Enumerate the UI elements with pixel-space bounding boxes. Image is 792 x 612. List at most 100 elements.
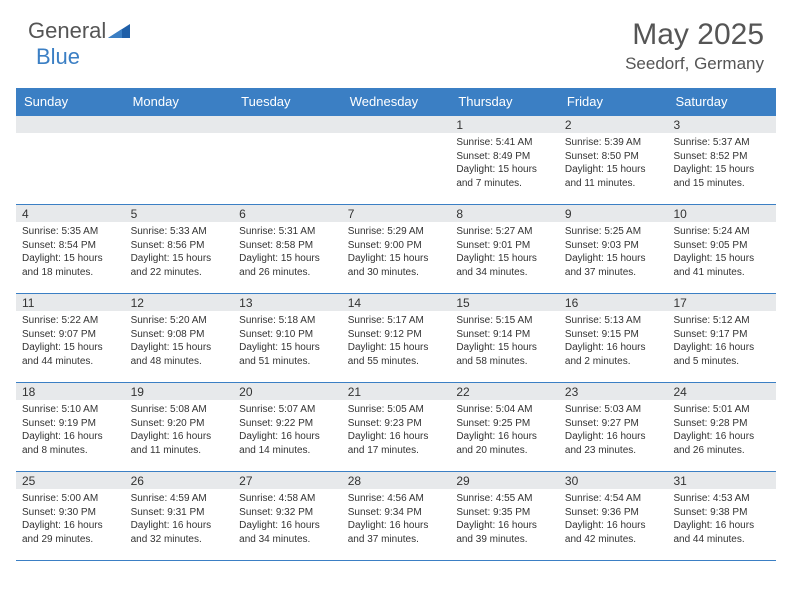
daylight-text: Daylight: 16 hours and 29 minutes. <box>22 519 119 546</box>
daylight-text: Daylight: 16 hours and 17 minutes. <box>348 430 445 457</box>
daylight-text: Daylight: 15 hours and 18 minutes. <box>22 252 119 279</box>
day-cell: 30Sunrise: 4:54 AMSunset: 9:36 PMDayligh… <box>559 472 668 560</box>
day-details <box>125 133 234 140</box>
sunset-text: Sunset: 9:19 PM <box>22 417 119 431</box>
day-cell: 29 Sunrise: 4:55 AMSunset: 9:35 PMDayligh… <box>450 472 559 560</box>
sunrise-text: Sunrise: 5:12 AM <box>673 314 770 328</box>
daylight-text: Daylight: 15 hours and 58 minutes. <box>456 341 553 368</box>
day-cell: 28Sunrise: 4:56 AMSunset: 9:34 PMDayligh… <box>342 472 451 560</box>
day-details: Sunrise: 4:56 AMSunset: 9:34 PMDaylight:… <box>342 489 451 550</box>
day-number: 23 <box>559 383 668 400</box>
day-cell: 14Sunrise: 5:17 AMSunset: 9:12 PMDayligh… <box>342 294 451 382</box>
calendar: SundayMondayTuesdayWednesdayThursdayFrid… <box>16 88 776 561</box>
day-cell: 11Sunrise: 5:22 AMSunset: 9:07 PMDayligh… <box>16 294 125 382</box>
sunset-text: Sunset: 9:08 PM <box>131 328 228 342</box>
day-number: 16 <box>559 294 668 311</box>
day-details: Sunrise: 5:33 AMSunset: 8:56 PMDaylight:… <box>125 222 234 283</box>
daylight-text: Daylight: 16 hours and 39 minutes. <box>456 519 553 546</box>
day-cell: 26Sunrise: 4:59 AMSunset: 9:31 PMDayligh… <box>125 472 234 560</box>
day-cell: 21Sunrise: 5:05 AMSunset: 9:23 PMDayligh… <box>342 383 451 471</box>
sunrise-text: Sunrise: 5:24 AM <box>673 225 770 239</box>
sunset-text: Sunset: 9:31 PM <box>131 506 228 520</box>
day-cell: 16Sunrise: 5:13 AMSunset: 9:15 PMDayligh… <box>559 294 668 382</box>
sunrise-text: Sunrise: 5:15 AM <box>456 314 553 328</box>
day-details: Sunrise: 5:25 AMSunset: 9:03 PMDaylight:… <box>559 222 668 283</box>
day-number: 19 <box>125 383 234 400</box>
sunset-text: Sunset: 9:38 PM <box>673 506 770 520</box>
sunrise-text: Sunrise: 5:27 AM <box>456 225 553 239</box>
location-label: Seedorf, Germany <box>625 54 764 74</box>
day-number: 24 <box>667 383 776 400</box>
day-header: Sunday <box>16 88 125 115</box>
sunrise-text: Sunrise: 5:13 AM <box>565 314 662 328</box>
day-cell <box>342 116 451 204</box>
daylight-text: Daylight: 15 hours and 37 minutes. <box>565 252 662 279</box>
daylight-text: Daylight: 15 hours and 41 minutes. <box>673 252 770 279</box>
day-cell: 2Sunrise: 5:39 AMSunset: 8:50 PMDaylight… <box>559 116 668 204</box>
day-number: 26 <box>125 472 234 489</box>
daylight-text: Daylight: 15 hours and 34 minutes. <box>456 252 553 279</box>
sunrise-text: Sunrise: 5:04 AM <box>456 403 553 417</box>
day-details: Sunrise: 5:13 AMSunset: 9:15 PMDaylight:… <box>559 311 668 372</box>
daylight-text: Daylight: 15 hours and 55 minutes. <box>348 341 445 368</box>
sunrise-text: Sunrise: 5:35 AM <box>22 225 119 239</box>
sunset-text: Sunset: 8:50 PM <box>565 150 662 164</box>
sunset-text: Sunset: 9:36 PM <box>565 506 662 520</box>
week-row: 4Sunrise: 5:35 AMSunset: 8:54 PMDaylight… <box>16 204 776 293</box>
daylight-text: Daylight: 16 hours and 5 minutes. <box>673 341 770 368</box>
day-details: Sunrise: 5:24 AMSunset: 9:05 PMDaylight:… <box>667 222 776 283</box>
week-row: 1Sunrise: 5:41 AMSunset: 8:49 PMDaylight… <box>16 115 776 204</box>
sunset-text: Sunset: 9:30 PM <box>22 506 119 520</box>
header: General May 2025 Seedorf, Germany <box>0 0 792 82</box>
sunset-text: Sunset: 9:03 PM <box>565 239 662 253</box>
daylight-text: Daylight: 15 hours and 11 minutes. <box>565 163 662 190</box>
day-number: 1 <box>450 116 559 133</box>
day-details: Sunrise: 5:15 AMSunset: 9:14 PMDaylight:… <box>450 311 559 372</box>
day-cell: 4 Sunrise: 5:35 AMSunset: 8:54 PMDaylight… <box>16 205 125 293</box>
sunset-text: Sunset: 8:56 PM <box>131 239 228 253</box>
daylight-text: Daylight: 16 hours and 34 minutes. <box>239 519 336 546</box>
day-number <box>125 116 234 133</box>
day-cell <box>16 116 125 204</box>
sunset-text: Sunset: 9:14 PM <box>456 328 553 342</box>
sunrise-text: Sunrise: 4:59 AM <box>131 492 228 506</box>
day-number: 2 <box>559 116 668 133</box>
sunrise-text: Sunrise: 5:37 AM <box>673 136 770 150</box>
sunrise-text: Sunrise: 4:55 AM <box>456 492 553 506</box>
day-details: Sunrise: 5:29 AMSunset: 9:00 PMDaylight:… <box>342 222 451 283</box>
day-number: 4 <box>16 205 125 222</box>
day-cell <box>233 116 342 204</box>
day-cell: 9Sunrise: 5:25 AMSunset: 9:03 PMDaylight… <box>559 205 668 293</box>
sunset-text: Sunset: 9:35 PM <box>456 506 553 520</box>
sunrise-text: Sunrise: 4:58 AM <box>239 492 336 506</box>
day-cell: 18Sunrise: 5:10 AMSunset: 9:19 PMDayligh… <box>16 383 125 471</box>
sunrise-text: Sunrise: 5:31 AM <box>239 225 336 239</box>
sunrise-text: Sunrise: 5:18 AM <box>239 314 336 328</box>
sunrise-text: Sunrise: 5:20 AM <box>131 314 228 328</box>
day-number: 9 <box>559 205 668 222</box>
day-cell: 15Sunrise: 5:15 AMSunset: 9:14 PMDayligh… <box>450 294 559 382</box>
day-number: 5 <box>125 205 234 222</box>
day-header: Saturday <box>667 88 776 115</box>
day-details: Sunrise: 4:59 AMSunset: 9:31 PMDaylight:… <box>125 489 234 550</box>
day-number: 30 <box>559 472 668 489</box>
day-cell: 12Sunrise: 5:20 AMSunset: 9:08 PMDayligh… <box>125 294 234 382</box>
day-cell: 20Sunrise: 5:07 AMSunset: 9:22 PMDayligh… <box>233 383 342 471</box>
daylight-text: Daylight: 16 hours and 8 minutes. <box>22 430 119 457</box>
daylight-text: Daylight: 15 hours and 51 minutes. <box>239 341 336 368</box>
sunset-text: Sunset: 9:22 PM <box>239 417 336 431</box>
day-details <box>16 133 125 140</box>
day-cell: 6Sunrise: 5:31 AMSunset: 8:58 PMDaylight… <box>233 205 342 293</box>
sunset-text: Sunset: 8:54 PM <box>22 239 119 253</box>
sunrise-text: Sunrise: 5:33 AM <box>131 225 228 239</box>
day-header: Wednesday <box>342 88 451 115</box>
day-cell: 5Sunrise: 5:33 AMSunset: 8:56 PMDaylight… <box>125 205 234 293</box>
day-header: Monday <box>125 88 234 115</box>
day-number: 17 <box>667 294 776 311</box>
day-cell: 31Sunrise: 4:53 AMSunset: 9:38 PMDayligh… <box>667 472 776 560</box>
day-details: Sunrise: 5:08 AMSunset: 9:20 PMDaylight:… <box>125 400 234 461</box>
day-details: Sunrise: 5:01 AMSunset: 9:28 PMDaylight:… <box>667 400 776 461</box>
logo-word2: Blue <box>36 44 80 70</box>
day-number: 29 <box>450 472 559 489</box>
sunrise-text: Sunrise: 5:00 AM <box>22 492 119 506</box>
